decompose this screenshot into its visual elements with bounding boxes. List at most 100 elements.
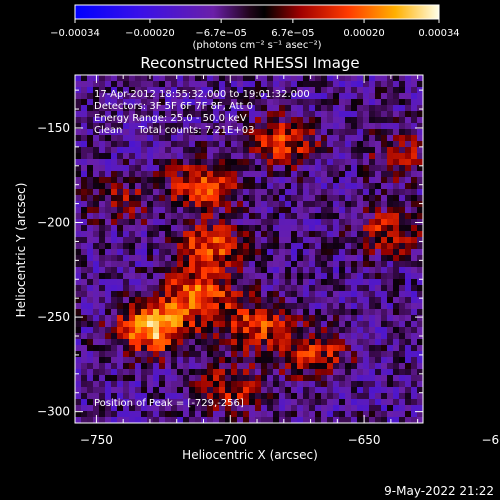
heatmap-cell — [189, 261, 196, 268]
heatmap-cell — [81, 321, 88, 328]
heatmap-cell — [219, 153, 226, 160]
heatmap-cell — [399, 219, 406, 226]
heatmap-cell — [81, 255, 88, 262]
heatmap-cell — [243, 333, 250, 340]
heatmap-cell — [327, 159, 334, 166]
heatmap-cell — [249, 405, 256, 412]
heatmap-cell — [105, 243, 112, 250]
heatmap-cell — [153, 267, 160, 274]
heatmap-cell — [309, 327, 316, 334]
heatmap-cell — [117, 309, 124, 316]
heatmap-cell — [129, 291, 136, 298]
heatmap-cell — [375, 231, 382, 238]
heatmap-cell — [249, 357, 256, 364]
heatmap-cell — [177, 225, 184, 232]
heatmap-cell — [279, 327, 286, 334]
heatmap-cell — [99, 99, 106, 106]
heatmap-cell — [375, 117, 382, 124]
heatmap-cell — [201, 147, 208, 154]
heatmap-cell — [297, 273, 304, 280]
heatmap-cell — [135, 207, 142, 214]
colorbar-ticks: −0.00034 −0.00020 −6.7e−05 6.7e−05 0.00020 0.… — [50, 19, 460, 39]
heatmap-cell — [279, 111, 286, 118]
heatmap-cell — [411, 285, 418, 292]
heatmap-cell — [213, 351, 220, 358]
heatmap-cell — [153, 201, 160, 208]
heatmap-cell — [219, 219, 226, 226]
heatmap-cell — [399, 399, 406, 406]
heatmap-cell — [351, 369, 358, 376]
heatmap-cell — [99, 333, 106, 340]
heatmap-cell — [165, 87, 172, 94]
heatmap-cell — [399, 111, 406, 118]
heatmap-cell — [303, 339, 310, 346]
heatmap-cell — [297, 87, 304, 94]
heatmap-cell — [357, 405, 364, 412]
heatmap-cell — [393, 351, 400, 358]
heatmap-cell — [165, 141, 172, 148]
heatmap-cell — [177, 129, 184, 136]
heatmap-cell — [225, 291, 232, 298]
heatmap-cell — [123, 243, 130, 250]
heatmap-cell — [321, 309, 328, 316]
heatmap-cell — [297, 279, 304, 286]
heatmap-cell — [315, 183, 322, 190]
heatmap-cell — [363, 99, 370, 106]
heatmap-cell — [213, 303, 220, 310]
heatmap-cell — [141, 327, 148, 334]
heatmap-cell — [249, 129, 256, 136]
heatmap-cell — [159, 303, 166, 310]
heatmap-cell — [363, 381, 370, 388]
heatmap-cell — [327, 81, 334, 88]
heatmap-cell — [309, 261, 316, 268]
heatmap-cell — [129, 417, 136, 423]
timestamp: 9-May-2022 21:22 — [384, 484, 494, 498]
heatmap-cell — [225, 273, 232, 280]
heatmap-cell — [291, 261, 298, 268]
heatmap-cell — [285, 93, 292, 100]
heatmap-cell — [129, 177, 136, 184]
heatmap-cell — [255, 387, 262, 394]
heatmap-cell — [249, 159, 256, 166]
heatmap-cell — [219, 387, 226, 394]
heatmap-cell — [117, 117, 124, 124]
heatmap-cell — [141, 393, 148, 400]
heatmap-cell — [207, 129, 214, 136]
heatmap-cell — [171, 117, 178, 124]
heatmap-cell — [135, 171, 142, 178]
heatmap-cell — [93, 141, 100, 148]
heatmap-cell — [135, 333, 142, 340]
heatmap-cell — [249, 297, 256, 304]
heatmap-cell — [123, 387, 130, 394]
heatmap-cell — [267, 381, 274, 388]
heatmap-cell — [117, 357, 124, 364]
heatmap-cell — [285, 117, 292, 124]
heatmap-cell — [93, 153, 100, 160]
heatmap-cell — [153, 351, 160, 358]
heatmap-cell — [303, 249, 310, 256]
heatmap-cell — [207, 393, 214, 400]
heatmap-cell — [201, 105, 208, 112]
heatmap-cell — [279, 141, 286, 148]
heatmap-cell — [261, 351, 268, 358]
heatmap-cell — [399, 339, 406, 346]
heatmap-cell — [195, 393, 202, 400]
heatmap-cell — [291, 393, 298, 400]
heatmap-cell — [357, 249, 364, 256]
heatmap-cell — [261, 387, 268, 394]
heatmap-cell — [219, 315, 226, 322]
heatmap-cell — [99, 285, 106, 292]
heatmap-cell — [99, 153, 106, 160]
heatmap-cell — [141, 105, 148, 112]
heatmap-cell — [87, 123, 94, 130]
heatmap-cell — [105, 399, 112, 406]
heatmap-cell — [327, 291, 334, 298]
heatmap-cell — [81, 381, 88, 388]
heatmap-cell — [165, 177, 172, 184]
heatmap-cell — [405, 267, 412, 274]
heatmap-cell — [105, 195, 112, 202]
heatmap-cell — [111, 417, 118, 423]
heatmap-cell — [405, 183, 412, 190]
heatmap-cell — [225, 195, 232, 202]
heatmap-cell — [333, 351, 340, 358]
